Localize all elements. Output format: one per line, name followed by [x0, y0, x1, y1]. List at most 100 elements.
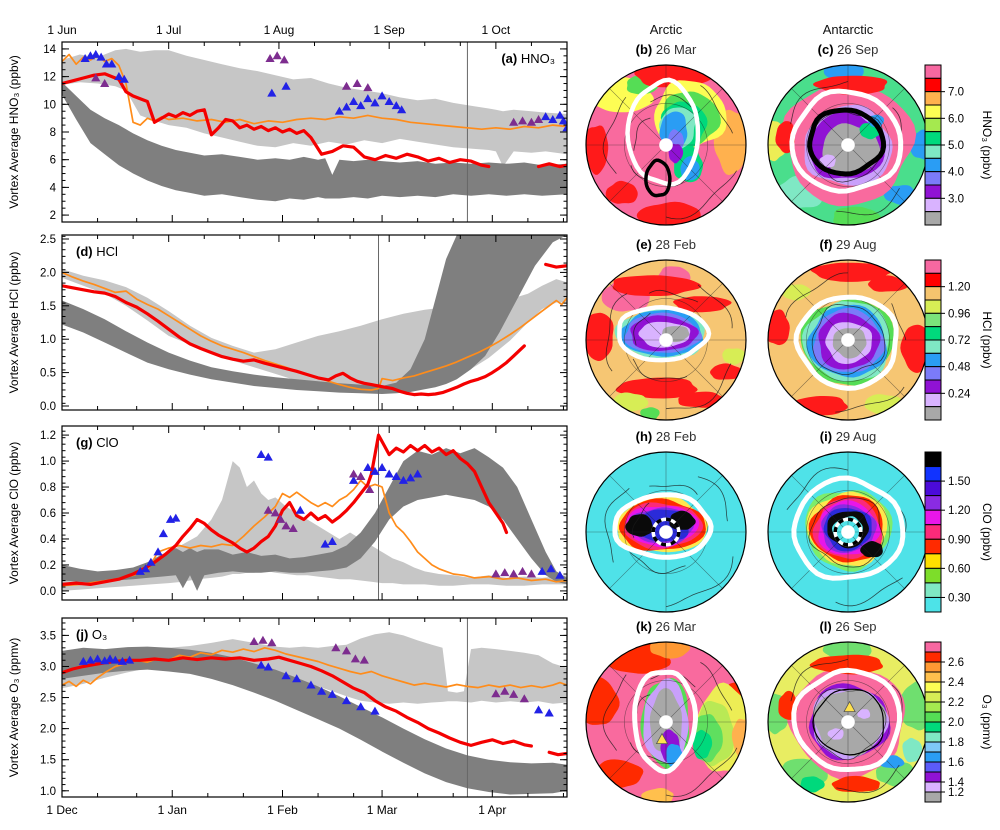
- coastlines: [785, 272, 907, 413]
- bottom-axis-label: 1 Mar: [367, 803, 398, 817]
- ace-triangle-purple: [279, 55, 289, 64]
- y-tick-label: 0.0: [40, 401, 56, 413]
- bottom-axis-label: 1 Jan: [158, 803, 187, 817]
- colorbar-title: HCl (ppbv): [980, 311, 994, 368]
- colorbar-tick-label: 7.0: [948, 87, 964, 99]
- sonde-triangle-blue: [363, 462, 373, 471]
- colorbar-segment: [924, 104, 942, 119]
- map-contour-fill: [822, 642, 872, 660]
- colorbar-tick-label: 1.6: [948, 757, 964, 769]
- sonde-triangle-blue: [397, 105, 407, 114]
- ace-triangle-purple: [517, 116, 528, 125]
- ace-triangle-purple: [341, 646, 352, 655]
- antarctic-column-header: Antarctic: [822, 22, 874, 37]
- sonde-triangle-blue: [555, 570, 565, 579]
- bottom-axis-label: 1 Apr: [478, 803, 506, 817]
- ace-triangle-purple: [272, 51, 282, 60]
- ace-triangle-purple: [341, 81, 352, 90]
- ace-triangle-purple: [265, 54, 275, 63]
- panel-j: 3.5 3.0 2.5 2.0 1.5 1.0 Vortex Average O₃ (ppm…: [7, 617, 568, 798]
- map-contour-fill: [586, 125, 609, 175]
- y-tick-label: 1.0: [40, 334, 56, 346]
- y-tick-label: 6: [50, 155, 56, 167]
- colorbar-tick-label: 1.20: [948, 505, 970, 517]
- bottom-axis-label: 1 Feb: [267, 803, 298, 817]
- vortex-edge-contour-white: [625, 77, 701, 187]
- colorbar-segment: [924, 77, 942, 93]
- ace-triangle-purple: [100, 78, 110, 87]
- colorbar-segment: [924, 117, 942, 133]
- current-year-line-red: [62, 433, 509, 587]
- sonde-triangle-blue: [370, 706, 380, 715]
- sonde-triangle-blue: [363, 94, 373, 103]
- panel-g: 1.2 1.0 0.8 0.6 0.4 0.2 0.0 Vortex Average ClO …: [7, 425, 568, 601]
- colorbar-segment: [924, 171, 942, 186]
- map-label: (l) 26 Sep: [819, 619, 876, 634]
- sonde-triangle-blue: [78, 656, 88, 665]
- colorbar-segment: [924, 392, 942, 408]
- map-contour-fill: [800, 776, 825, 793]
- panel-a-ticks: [61, 42, 568, 222]
- ace-triangle-purple: [526, 117, 537, 126]
- colorbar-segment: [924, 711, 942, 723]
- y-tick-label: 4: [50, 182, 57, 194]
- pole-data-hole: [841, 333, 855, 347]
- pole-data-hole: [659, 715, 673, 729]
- vortex-edge-contour-white: [789, 88, 904, 194]
- y-tick-label: 1.2: [40, 430, 56, 442]
- top-axis-label: 1 Jul: [156, 23, 181, 37]
- sonde-triangle-blue: [391, 472, 401, 481]
- sonde-triangle-blue: [541, 112, 551, 121]
- y-tick-label: 0.8: [40, 482, 56, 494]
- colorbar-segment: [924, 299, 942, 314]
- sonde-triangle-blue: [124, 655, 135, 664]
- ace-triangle-purple: [509, 569, 519, 578]
- map-label: (i) 29 Aug: [820, 429, 876, 444]
- sonde-triangle-blue: [80, 54, 90, 63]
- pole-data-hole: [841, 138, 855, 152]
- ace-triangle-purple: [509, 689, 519, 698]
- panel-g-plot-area: [62, 426, 567, 600]
- colorbar-segment: [924, 741, 942, 753]
- pole-dashed-circle: [833, 517, 863, 547]
- map-field: [768, 260, 928, 420]
- panel-d-plot-area: [62, 235, 567, 410]
- colorbar-tick-label: 1.2: [948, 787, 964, 799]
- y-tick-label: 1.0: [40, 456, 56, 468]
- sonde-triangle-blue: [377, 91, 387, 100]
- map-field: [768, 65, 928, 225]
- ace-triangle-purple: [526, 569, 537, 578]
- colorbar-tick-label: 3.0: [948, 193, 964, 205]
- top-axis-label: 1 Jun: [47, 23, 76, 37]
- station-triangle-yellow: [843, 700, 856, 712]
- colorbar-segment: [924, 641, 942, 653]
- sonde-triangle-blue: [117, 656, 128, 665]
- ace-triangle-purple: [359, 655, 369, 664]
- vortex-edge-contour-white: [791, 667, 902, 772]
- contour-black: [807, 107, 887, 177]
- pole-data-hole: [659, 138, 673, 152]
- sonde-triangle-blue: [341, 102, 352, 111]
- colorbar-title: ClO (ppbv): [980, 503, 994, 561]
- sonde-triangle-blue: [370, 98, 380, 107]
- panel-label: (a) HNO₃: [501, 51, 555, 66]
- map-border: [585, 64, 747, 226]
- sonde-triangle-blue: [171, 513, 181, 522]
- sonde-triangle-blue: [153, 547, 163, 556]
- map-field: [586, 452, 746, 612]
- map-field: [586, 260, 746, 420]
- top-axis-label: 1 Sep: [374, 23, 406, 37]
- sonde-triangle-blue: [306, 680, 316, 689]
- y-tick-label: 1.5: [40, 755, 56, 767]
- band-dark-range: [62, 235, 567, 394]
- sonde-triangle-blue: [533, 705, 544, 714]
- colorbar-tick-label: 5.0: [948, 140, 964, 152]
- ace-triangle-purple: [500, 568, 510, 577]
- colorbar-segment: [924, 211, 942, 226]
- colorbar-segment: [924, 761, 942, 773]
- sonde-triangle-blue: [341, 696, 352, 705]
- y-axis-title: Vortex Average HCl (ppbv): [7, 252, 21, 394]
- map-contour-fill: [768, 309, 790, 346]
- colorbar-segment: [924, 721, 942, 733]
